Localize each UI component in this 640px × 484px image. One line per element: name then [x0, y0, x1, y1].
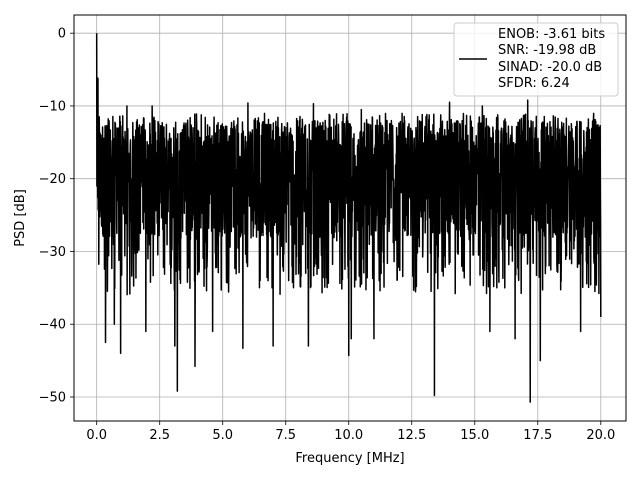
plot-frame	[73, 14, 627, 422]
x-tick-label: 2.5	[149, 428, 170, 443]
legend-box	[453, 22, 619, 97]
x-tick-label: 5.0	[212, 428, 233, 443]
y-tick-label: 0	[58, 27, 66, 42]
legend: ENOB: -3.61 bits SNR: -19.98 dB SINAD: -…	[453, 22, 619, 97]
y-tick-label: −10	[39, 99, 66, 114]
x-tick-label: 10.0	[334, 428, 363, 443]
x-tick-label: 17.5	[523, 428, 552, 443]
y-axis-ticks: 0 −10 −20 −30 −40 −50	[39, 27, 74, 405]
y-tick-label: −20	[39, 172, 66, 187]
y-tick-label: −40	[39, 318, 66, 333]
legend-enob: ENOB: -3.61 bits	[498, 27, 605, 42]
y-axis-label: PSD [dB]	[13, 189, 28, 247]
legend-snr: SNR: -19.98 dB	[498, 43, 596, 58]
x-tick-label: 0.0	[86, 428, 107, 443]
legend-sfdr: SFDR: 6.24	[498, 76, 570, 91]
x-tick-label: 12.5	[397, 428, 426, 443]
y-tick-label: −30	[39, 245, 66, 260]
x-tick-label: 20.0	[586, 428, 615, 443]
x-tick-label: 7.5	[275, 428, 296, 443]
psd-series-line	[95, 33, 602, 403]
x-tick-label: 15.0	[460, 428, 489, 443]
x-axis-ticks: 0.0 2.5 5.0 7.5 10.0 12.5 15.0 17.5 20.0	[86, 421, 615, 443]
x-axis-label: Frequency [MHz]	[295, 451, 404, 466]
y-tick-label: −50	[39, 390, 66, 405]
legend-sinad: SINAD: -20.0 dB	[498, 60, 602, 75]
